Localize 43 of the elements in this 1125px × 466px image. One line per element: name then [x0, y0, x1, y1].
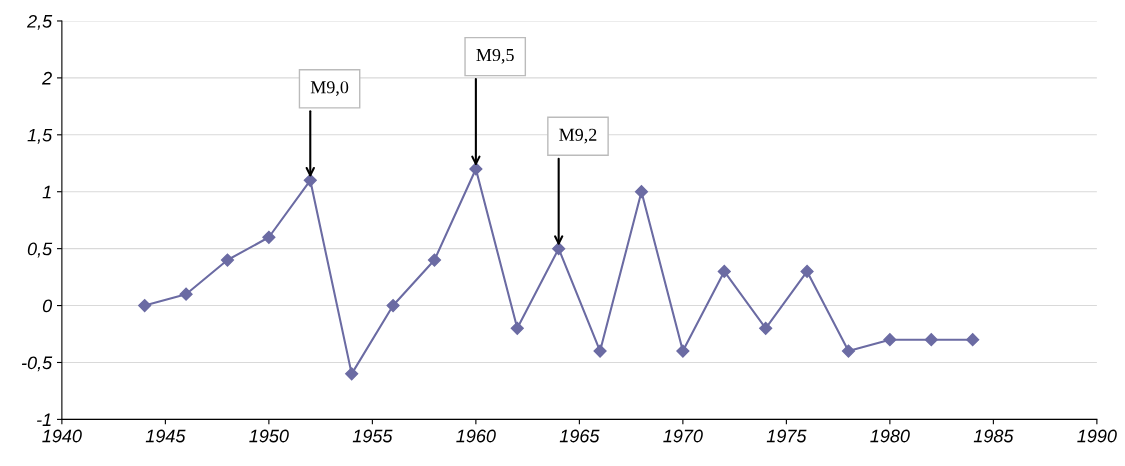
x-tick-label: 1990 — [1077, 429, 1117, 443]
x-tick-label: 1975 — [766, 429, 807, 443]
annotation: M9,5 — [476, 48, 514, 64]
y-tick-label: 0,5 — [27, 242, 53, 258]
point — [800, 264, 814, 278]
point — [510, 321, 524, 335]
y-tick-label: 2 — [42, 71, 52, 85]
point — [883, 333, 897, 347]
point — [179, 287, 193, 301]
point — [138, 298, 152, 313]
point — [841, 344, 856, 358]
annotation: M9,0 — [310, 81, 349, 96]
y-tick-label: 2,5 — [26, 14, 53, 30]
x-tick-label: 1940 — [42, 429, 82, 443]
y-tick-label: 0 — [42, 299, 52, 313]
point — [220, 253, 235, 267]
point — [552, 242, 566, 256]
x-tick-label: 1965 — [559, 429, 600, 443]
x-tick-label: 1955 — [352, 429, 393, 443]
point — [717, 264, 731, 278]
point — [345, 367, 359, 381]
point — [759, 321, 773, 335]
point — [966, 333, 980, 347]
y-tick-label: -1 — [37, 413, 51, 426]
y-tick-label: 1,5 — [27, 128, 53, 144]
point — [634, 185, 649, 199]
x-tick-label: 1945 — [145, 429, 186, 443]
point — [593, 344, 607, 358]
point — [676, 344, 690, 358]
x-tick-label: 1985 — [973, 429, 1014, 443]
x-tick-label: 1980 — [870, 429, 910, 443]
point — [303, 173, 317, 187]
point — [262, 230, 276, 244]
x-tick-label: 1960 — [456, 429, 496, 443]
x-tick-label: 1970 — [663, 429, 703, 443]
point — [427, 253, 442, 267]
y-tick-label: -0,5 — [21, 356, 53, 372]
annotation: M9,2 — [559, 128, 597, 144]
point — [924, 333, 938, 347]
point — [386, 298, 400, 313]
point — [469, 162, 483, 176]
y-tick-label: 1 — [42, 185, 51, 199]
x-tick-label: 1950 — [249, 429, 289, 443]
